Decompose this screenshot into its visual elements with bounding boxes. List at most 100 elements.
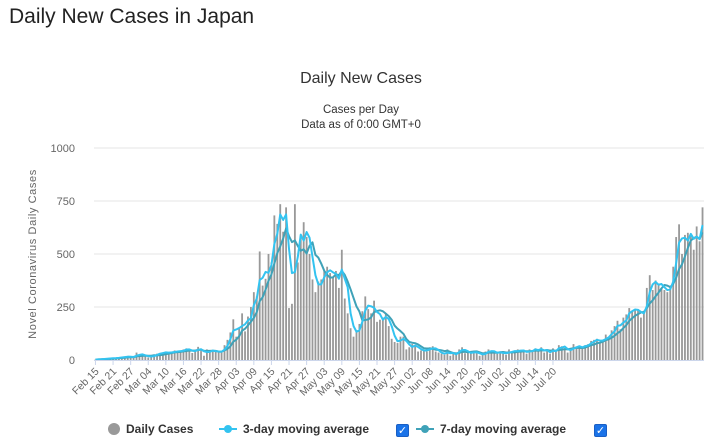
bar-daily-case[interactable] bbox=[381, 317, 384, 360]
bar-daily-case[interactable] bbox=[247, 316, 249, 360]
bar-daily-case[interactable] bbox=[505, 354, 507, 360]
bar-daily-case[interactable] bbox=[405, 349, 408, 360]
bar-daily-case[interactable] bbox=[302, 222, 305, 360]
bar-daily-case[interactable] bbox=[645, 287, 648, 360]
bar-daily-case[interactable] bbox=[537, 351, 540, 360]
bar-daily-case[interactable] bbox=[513, 351, 516, 360]
bar-daily-case[interactable] bbox=[475, 352, 478, 360]
bar-daily-case[interactable] bbox=[279, 204, 282, 360]
bar-daily-case[interactable] bbox=[584, 345, 587, 360]
bar-daily-case[interactable] bbox=[455, 353, 458, 360]
bar-daily-case[interactable] bbox=[346, 313, 349, 360]
bar-daily-case[interactable] bbox=[695, 226, 698, 360]
bar-daily-case[interactable] bbox=[261, 285, 264, 360]
bar-daily-case[interactable] bbox=[206, 349, 208, 360]
bar-daily-case[interactable] bbox=[425, 351, 428, 360]
bar-daily-case[interactable] bbox=[689, 233, 692, 360]
bar-daily-case[interactable] bbox=[560, 346, 563, 360]
bar-daily-case[interactable] bbox=[352, 336, 355, 360]
bar-daily-case[interactable] bbox=[628, 308, 631, 360]
bar-daily-case[interactable] bbox=[132, 357, 135, 360]
bar-daily-case[interactable] bbox=[657, 283, 660, 360]
bar-daily-case[interactable] bbox=[399, 336, 402, 360]
bar-daily-case[interactable] bbox=[276, 223, 279, 360]
bar-daily-case[interactable] bbox=[572, 344, 575, 360]
bar-daily-case[interactable] bbox=[390, 338, 393, 360]
bar-daily-case[interactable] bbox=[129, 357, 132, 360]
bar-daily-case[interactable] bbox=[220, 352, 223, 360]
bar-daily-case[interactable] bbox=[188, 350, 191, 360]
bar-daily-case[interactable] bbox=[543, 352, 546, 360]
bar-daily-case[interactable] bbox=[179, 351, 182, 360]
bar-daily-case[interactable] bbox=[692, 249, 695, 360]
bar-daily-case[interactable] bbox=[610, 330, 613, 360]
bar-daily-case[interactable] bbox=[138, 354, 141, 360]
bar-daily-case[interactable] bbox=[164, 351, 167, 360]
bar-daily-case[interactable] bbox=[593, 339, 595, 360]
bar-daily-case[interactable] bbox=[493, 351, 496, 360]
bar-daily-case[interactable] bbox=[423, 349, 425, 360]
bar-daily-case[interactable] bbox=[153, 354, 156, 360]
bar-daily-case[interactable] bbox=[317, 281, 320, 360]
bar-daily-case[interactable] bbox=[519, 350, 522, 360]
bar-daily-case[interactable] bbox=[672, 266, 675, 360]
bar-daily-case[interactable] bbox=[241, 313, 244, 360]
bar-daily-case[interactable] bbox=[223, 345, 226, 360]
bar-daily-case[interactable] bbox=[528, 349, 531, 360]
bar-daily-case[interactable] bbox=[581, 347, 584, 360]
bar-daily-case[interactable] bbox=[642, 313, 645, 360]
legend-item-3-day-moving-average[interactable]: 3-day moving average bbox=[219, 422, 369, 436]
bar-daily-case[interactable] bbox=[525, 353, 528, 360]
bar-daily-case[interactable] bbox=[428, 347, 431, 360]
bar-daily-case[interactable] bbox=[684, 234, 686, 360]
bar-daily-case[interactable] bbox=[244, 331, 246, 360]
bar-daily-case[interactable] bbox=[431, 346, 434, 360]
bar-daily-case[interactable] bbox=[326, 266, 329, 360]
bar-daily-case[interactable] bbox=[285, 207, 287, 360]
bar-daily-case[interactable] bbox=[355, 330, 358, 360]
bar-daily-case[interactable] bbox=[452, 353, 455, 360]
bar-daily-case[interactable] bbox=[508, 349, 510, 360]
bar-daily-case[interactable] bbox=[159, 353, 161, 360]
bar-daily-case[interactable] bbox=[208, 350, 211, 360]
bar-daily-case[interactable] bbox=[619, 329, 622, 360]
bar-daily-case[interactable] bbox=[264, 278, 267, 360]
bar-daily-case[interactable] bbox=[590, 340, 592, 360]
bar-daily-case[interactable] bbox=[563, 348, 566, 360]
bar-daily-case[interactable] bbox=[549, 353, 551, 360]
bar-daily-case[interactable] bbox=[320, 279, 323, 360]
bar-daily-case[interactable] bbox=[598, 343, 601, 360]
bar-daily-case[interactable] bbox=[440, 353, 443, 360]
bar-daily-case[interactable] bbox=[367, 309, 370, 360]
bar-daily-case[interactable] bbox=[511, 351, 513, 360]
bar-daily-case[interactable] bbox=[607, 337, 610, 360]
bar-daily-case[interactable] bbox=[308, 254, 311, 360]
bar-daily-case[interactable] bbox=[660, 287, 663, 360]
bar-daily-case[interactable] bbox=[144, 355, 147, 360]
bar-daily-case[interactable] bbox=[522, 351, 525, 360]
bar-daily-case[interactable] bbox=[417, 351, 419, 360]
bar-daily-case[interactable] bbox=[634, 309, 636, 360]
bar-daily-case[interactable] bbox=[258, 251, 261, 360]
bar-daily-case[interactable] bbox=[299, 237, 302, 360]
legend-item-7-day-moving-average[interactable]: 7-day moving average bbox=[416, 422, 566, 436]
toggle-3-day-moving-average-checkbox[interactable]: ✓ bbox=[396, 424, 409, 437]
bar-daily-case[interactable] bbox=[678, 224, 680, 360]
bar-daily-case[interactable] bbox=[329, 273, 331, 360]
bar-daily-case[interactable] bbox=[270, 262, 273, 360]
bar-daily-case[interactable] bbox=[170, 351, 173, 360]
bar-daily-case[interactable] bbox=[211, 351, 214, 360]
bar-daily-case[interactable] bbox=[238, 328, 241, 360]
bar-daily-case[interactable] bbox=[499, 351, 502, 360]
bar-daily-case[interactable] bbox=[200, 351, 202, 360]
bar-daily-case[interactable] bbox=[640, 317, 642, 360]
bar-daily-case[interactable] bbox=[616, 320, 619, 360]
bar-daily-case[interactable] bbox=[469, 352, 472, 360]
bar-daily-case[interactable] bbox=[531, 350, 534, 360]
bar-daily-case[interactable] bbox=[487, 349, 490, 360]
bar-daily-case[interactable] bbox=[332, 277, 334, 360]
bar-daily-case[interactable] bbox=[496, 353, 499, 360]
bar-daily-case[interactable] bbox=[631, 311, 634, 360]
bar-daily-case[interactable] bbox=[411, 344, 414, 360]
bar-daily-case[interactable] bbox=[343, 298, 346, 360]
